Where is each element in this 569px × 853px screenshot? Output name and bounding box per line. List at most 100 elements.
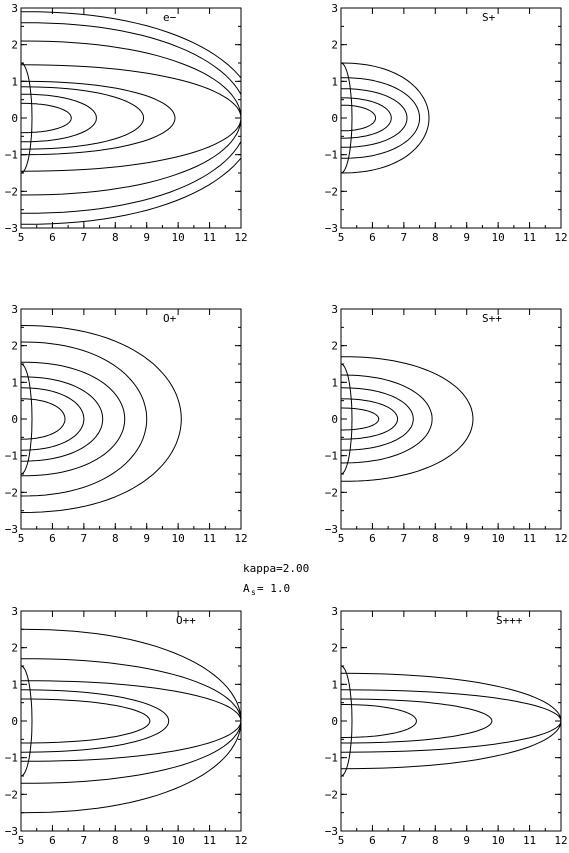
panel-title: S++ bbox=[482, 312, 502, 325]
as-annotation: A s = 1.0 bbox=[243, 582, 290, 597]
panel-title: e− bbox=[163, 11, 177, 24]
y-tick-label: 2 bbox=[11, 39, 18, 52]
y-tick-label: 0 bbox=[11, 715, 18, 728]
x-tick-label: 11 bbox=[203, 834, 216, 847]
x-tick-label: 12 bbox=[234, 834, 247, 847]
x-tick-label: 7 bbox=[401, 834, 408, 847]
x-tick-label: 5 bbox=[18, 532, 25, 545]
x-tick-label: 6 bbox=[369, 231, 376, 244]
contour-lines bbox=[21, 325, 182, 513]
plot-frame bbox=[20, 7, 242, 229]
contour-line bbox=[21, 80, 176, 156]
contour-line bbox=[21, 93, 97, 143]
y-tick-label: −2 bbox=[5, 486, 18, 499]
contour-line bbox=[21, 698, 151, 744]
inner-boundary-arc bbox=[21, 665, 33, 777]
y-tick-label: −2 bbox=[325, 788, 338, 801]
y-tick-label: −3 bbox=[325, 222, 338, 235]
y-tick-label: 1 bbox=[331, 678, 338, 691]
y-tick-label: 0 bbox=[331, 112, 338, 125]
plot-frame bbox=[20, 610, 242, 832]
contour-line bbox=[341, 689, 561, 753]
x-tick-label: 11 bbox=[523, 834, 536, 847]
contour-line bbox=[21, 680, 241, 762]
inner-boundary-arc bbox=[21, 363, 33, 475]
y-tick-label: 0 bbox=[11, 413, 18, 426]
y-tick-label: −1 bbox=[325, 752, 338, 765]
y-tick-label: 0 bbox=[11, 112, 18, 125]
x-tick-label: 10 bbox=[492, 231, 505, 244]
x-tick-label: 12 bbox=[234, 231, 247, 244]
plot-frame bbox=[340, 308, 562, 530]
x-tick-label: 7 bbox=[401, 231, 408, 244]
x-tick-label: 9 bbox=[143, 532, 150, 545]
x-tick-label: 5 bbox=[338, 834, 345, 847]
x-tick-label: 8 bbox=[432, 231, 439, 244]
y-tick-label: −3 bbox=[5, 222, 18, 235]
x-tick-label: 9 bbox=[143, 231, 150, 244]
plot-frame bbox=[340, 7, 562, 229]
contour-line bbox=[341, 698, 493, 744]
contour-line bbox=[21, 689, 170, 753]
contour-line bbox=[21, 376, 104, 462]
y-tick-label: 0 bbox=[331, 413, 338, 426]
x-tick-label: 8 bbox=[112, 231, 119, 244]
y-tick-label: 1 bbox=[11, 376, 18, 389]
kappa-annotation: kappa=2.00 bbox=[243, 562, 309, 575]
y-tick-label: −3 bbox=[5, 523, 18, 536]
panel-title: O++ bbox=[176, 614, 196, 627]
x-tick-label: 11 bbox=[523, 532, 536, 545]
contour-lines bbox=[341, 62, 430, 174]
y-tick-label: −1 bbox=[325, 450, 338, 463]
x-tick-label: 7 bbox=[401, 532, 408, 545]
x-tick-label: 5 bbox=[338, 532, 345, 545]
as-subscript: s bbox=[251, 588, 256, 597]
y-tick-label: −2 bbox=[5, 788, 18, 801]
contour-line bbox=[21, 658, 241, 784]
y-tick-label: 3 bbox=[11, 605, 18, 618]
as-value: = 1.0 bbox=[257, 582, 290, 595]
y-tick-label: 1 bbox=[11, 75, 18, 88]
plot-frame bbox=[20, 308, 242, 530]
y-tick-label: 2 bbox=[11, 642, 18, 655]
x-tick-label: 6 bbox=[49, 834, 56, 847]
x-tick-label: 7 bbox=[81, 834, 88, 847]
x-tick-label: 10 bbox=[492, 532, 505, 545]
x-tick-label: 9 bbox=[143, 834, 150, 847]
y-tick-label: −1 bbox=[5, 450, 18, 463]
x-tick-label: 12 bbox=[554, 231, 567, 244]
contour-lines bbox=[341, 356, 474, 482]
panel-title: O+ bbox=[163, 312, 177, 325]
x-tick-label: 6 bbox=[369, 834, 376, 847]
contour-line bbox=[21, 341, 148, 497]
x-tick-label: 9 bbox=[463, 834, 470, 847]
x-tick-label: 10 bbox=[172, 231, 185, 244]
y-tick-label: −1 bbox=[325, 149, 338, 162]
y-tick-label: 0 bbox=[331, 715, 338, 728]
y-tick-label: 1 bbox=[331, 376, 338, 389]
x-tick-label: 9 bbox=[463, 532, 470, 545]
x-tick-label: 11 bbox=[203, 231, 216, 244]
y-tick-label: −3 bbox=[325, 523, 338, 536]
contour-line bbox=[21, 11, 241, 225]
y-tick-label: 2 bbox=[331, 39, 338, 52]
contour-line bbox=[341, 88, 408, 148]
x-tick-label: 8 bbox=[432, 834, 439, 847]
y-tick-label: 1 bbox=[331, 75, 338, 88]
contour-line bbox=[21, 64, 241, 172]
y-tick-label: 3 bbox=[11, 303, 18, 316]
contour-line bbox=[341, 398, 399, 440]
x-tick-label: 11 bbox=[203, 532, 216, 545]
y-tick-label: 2 bbox=[11, 340, 18, 353]
y-tick-label: 2 bbox=[331, 340, 338, 353]
panel-title: S+++ bbox=[496, 614, 523, 627]
contour-line bbox=[21, 325, 182, 513]
